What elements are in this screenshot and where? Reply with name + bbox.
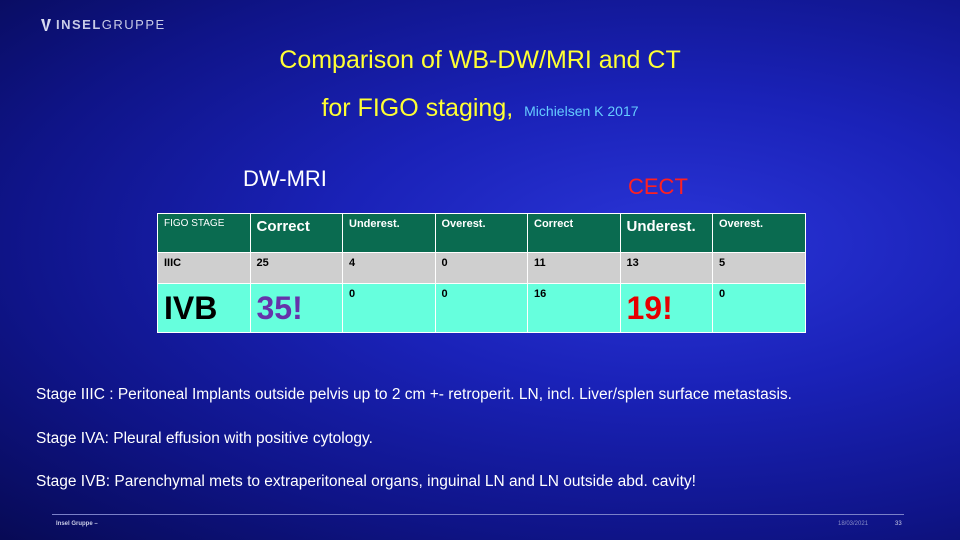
footer-date: 18/03/2021 (838, 521, 869, 527)
table-row: IVB 35! 0 0 16 19! 0 (157, 283, 806, 333)
citation: Michielsen K 2017 (524, 103, 639, 119)
dw-mri-label: DW-MRI (243, 166, 327, 191)
cell-stage: IIIC (157, 252, 251, 284)
cell-value: 0 (434, 283, 528, 333)
cell-value: 5 (712, 252, 806, 284)
definition-stage-ivb: Stage IVB: Parenchymal mets to extraperi… (36, 473, 696, 490)
table-row: IIIC 25 4 0 11 13 5 (157, 252, 806, 284)
cell-value: 0 (712, 283, 806, 333)
cell-value: 16 (527, 283, 621, 333)
cell-value-highlight: 35! (249, 283, 343, 333)
insel-logo-icon (41, 18, 51, 31)
definition-stage-iiic: Stage IIIC : Peritoneal Implants outside… (36, 386, 792, 403)
header-ct-correct: Correct (527, 213, 621, 253)
header-mri-correct: Correct (249, 213, 343, 253)
header-ct-overest: Overest. (712, 213, 806, 253)
page-number: 33 (895, 521, 902, 527)
definition-stage-iva: Stage IVA: Pleural effusion with positiv… (36, 430, 373, 447)
table-header-row: FIGO STAGE Correct Underest. Overest. Co… (157, 213, 806, 253)
slide-title-line2: for FIGO staging, Michielsen K 2017 (0, 94, 960, 123)
header-mri-overest: Overest. (434, 213, 528, 253)
footer-org: Insel Gruppe – (56, 521, 98, 527)
cell-value-highlight: 19! (619, 283, 713, 333)
cell-value: 4 (342, 252, 436, 284)
cell-value: 25 (249, 252, 343, 284)
cell-value: 11 (527, 252, 621, 284)
insel-gruppe-logo: INSELGRUPPE (40, 17, 166, 32)
cell-value: 0 (434, 252, 528, 284)
logo-text: INSELGRUPPE (56, 17, 166, 32)
header-ct-underest: Underest. (619, 213, 713, 253)
cell-value: 13 (619, 252, 713, 284)
footer-divider (52, 514, 904, 515)
title-line2-text: for FIGO staging, (321, 94, 514, 122)
slide-title-line1: Comparison of WB-DW/MRI and CT (279, 46, 681, 74)
cect-label: CECT (628, 174, 688, 199)
cell-stage: IVB (157, 283, 251, 333)
cell-value: 0 (342, 283, 436, 333)
header-mri-underest: Underest. (342, 213, 436, 253)
header-figo-stage: FIGO STAGE (157, 213, 251, 253)
comparison-table: FIGO STAGE Correct Underest. Overest. Co… (157, 213, 806, 333)
